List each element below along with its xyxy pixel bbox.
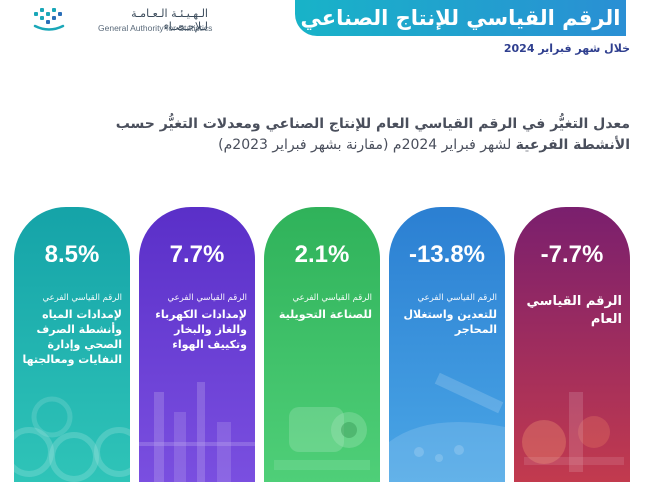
- card-value: -13.8%: [408, 241, 486, 268]
- motor-machine-illustration-icon: [274, 407, 370, 470]
- gastat-logo: الـهـيـئـة الـعـامـة لـلإحـصـاء General …: [22, 4, 212, 36]
- card-name: للصناعة التحويلية: [278, 308, 372, 321]
- card-subtitle: الرقم القياسي الفرعي: [42, 293, 122, 303]
- card-subtitle: الرقم القياسي الفرعي: [417, 293, 497, 303]
- card-name: الرقم القياسي العام: [526, 294, 622, 327]
- card-name: لإمدادات المياه وأنشطة الصرف الصحي وإدار…: [22, 308, 122, 366]
- card-background: [389, 207, 505, 482]
- heading-line-1: معدل التغيُّر في الرقم القياسي العام للإ…: [115, 116, 630, 132]
- gastat-logo-icon: [33, 8, 65, 31]
- card-water: 8.5% الرقم القياسي الفرعي لإمدادات الميا…: [14, 207, 130, 482]
- page-banner-title: الرقم القياسي للإنتاج الصناعي: [295, 0, 626, 36]
- card-manufacturing: 2.1% الرقم القياسي الفرعي للصناعة التحوي…: [264, 207, 380, 482]
- card-mining: -13.8% الرقم القياسي الفرعي للتعدين واست…: [389, 207, 505, 482]
- heading-line-2-bold: الأنشطة الفرعية: [515, 137, 630, 153]
- mining-conveyor-illustration-icon: [389, 372, 505, 482]
- heading-line-2: الأنشطة الفرعية لشهر فبراير 2024م (مقارن…: [30, 135, 630, 156]
- card-value: 7.7%: [169, 241, 225, 268]
- glassware-illustration-icon: [522, 392, 624, 472]
- main-heading: معدل التغيُّر في الرقم القياسي العام للإ…: [30, 114, 630, 156]
- heading-line-2-rest: لشهر فبراير 2024م (مقارنة بشهر فبراير 20…: [218, 137, 516, 153]
- card-general-index: -7.7% الرقم القياسي العام: [514, 207, 630, 482]
- card-background: [514, 207, 630, 482]
- card-background: [264, 207, 380, 482]
- card-value: 2.1%: [294, 241, 350, 268]
- card-value: 8.5%: [44, 241, 100, 268]
- card-subtitle: الرقم القياسي الفرعي: [292, 293, 372, 303]
- card-name: لإمدادات الكهرباء والغاز والبخار وتكييف …: [155, 308, 247, 351]
- card-background: [139, 207, 255, 482]
- refinery-illustration-icon: [139, 382, 255, 482]
- period-label: خلال شهر فبراير 2024: [503, 42, 630, 55]
- card-value: -7.7%: [540, 241, 604, 268]
- org-name-english: General Authority for Statistics: [98, 23, 213, 33]
- card-name: للتعدين واستغلال المحاجر: [403, 308, 497, 336]
- card-electricity: 7.7% الرقم القياسي الفرعي لإمدادات الكهر…: [139, 207, 255, 482]
- card-background: [14, 207, 130, 482]
- pipes-illustration-icon: [14, 396, 130, 482]
- org-name-arabic: الـهـيـئـة الـعـامـة لـلإحـصـاء: [131, 7, 208, 33]
- card-subtitle: الرقم القياسي الفرعي: [167, 293, 247, 303]
